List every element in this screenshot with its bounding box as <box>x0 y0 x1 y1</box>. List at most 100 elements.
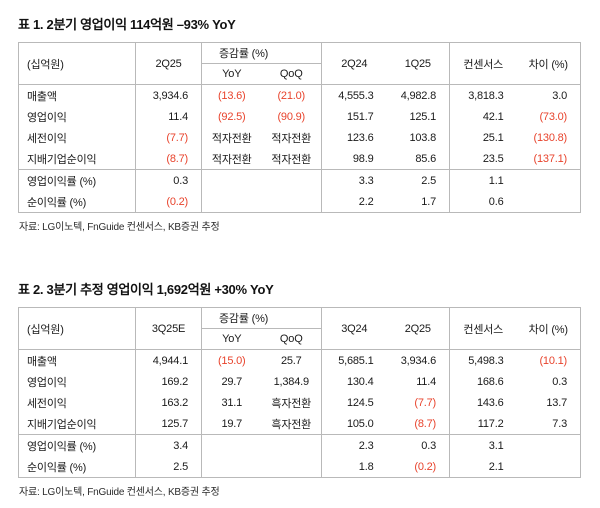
cell: 0.3 <box>552 375 567 388</box>
cell: 29.7 <box>201 371 262 392</box>
cell: 5,685.1 <box>321 349 387 371</box>
cell <box>261 434 322 456</box>
cell: (7.7) <box>414 396 436 409</box>
cell: (13.6) <box>201 84 262 106</box>
cell <box>201 456 262 478</box>
cell: 0.3 <box>135 169 202 191</box>
table-row: 지배기업순이익 125.7 19.7 흑자전환 105.0 (8.7) 117.… <box>19 413 581 435</box>
cell: 1.1 <box>449 169 517 191</box>
table-row: 영업이익률 (%) 0.3 3.3 2.5 1.1 <box>18 169 581 191</box>
cell: 25.1 <box>449 127 517 148</box>
cell: 2.2 <box>321 191 387 213</box>
cell: 143.6 <box>449 392 517 413</box>
cell: 4,944.1 <box>135 349 202 371</box>
cell: 130.4 <box>321 371 387 392</box>
table2-title: 표 2. 3분기 추정 영업이익 1,692억원 +30% YoY <box>18 282 274 297</box>
cell <box>516 169 581 191</box>
cell: 0.6 <box>449 191 517 213</box>
cell: 85.6 <box>415 152 436 165</box>
cell: (130.8) <box>533 131 568 144</box>
cell <box>516 434 581 456</box>
cell: 11.4 <box>135 106 202 127</box>
row-label: 매출액 <box>27 90 57 103</box>
cell: 흑자전환 <box>271 418 312 431</box>
cell: 2.3 <box>321 434 387 456</box>
col-header-2q25: 2Q25 <box>386 307 450 350</box>
table-row: 매출액 4,944.1 (15.0) 25.7 5,685.1 3,934.6 … <box>19 349 581 371</box>
unit-header: (십억원) <box>18 307 136 350</box>
row-label: 영업이익 <box>27 111 67 124</box>
cell: 98.9 <box>321 148 387 170</box>
row-label: 영업이익률 (%) <box>18 434 136 456</box>
cell: 1.8 <box>321 456 387 478</box>
col-header-diff: 차이 (%) <box>516 307 581 350</box>
cell <box>261 169 322 191</box>
cell: 105.0 <box>321 413 387 435</box>
table1-title: 표 1. 2분기 영업이익 114억원 –93% YoY <box>18 17 236 32</box>
row-label: 영업이익률 (%) <box>18 169 136 191</box>
cell: 103.8 <box>409 131 436 144</box>
cell: (0.2) <box>135 191 202 213</box>
table2-section: 표 2. 3분기 추정 영업이익 1,692억원 +30% YoY (십억원) … <box>18 279 581 498</box>
table-row: 지배기업순이익 (8.7) 적자전환 적자전환 98.9 85.6 23.5 (… <box>19 148 581 170</box>
cell: 163.2 <box>135 392 202 413</box>
table2: (십억원) 3Q25E 증감률 (%) 3Q24 2Q25 컨센서스 차이 (%… <box>18 307 581 478</box>
cell: 23.5 <box>449 148 517 170</box>
cell: 169.2 <box>135 371 202 392</box>
col-header-consensus: 컨센서스 <box>449 42 517 85</box>
cell <box>262 456 322 478</box>
table-row: 영업이익 169.2 29.7 1,384.9 130.4 11.4 168.6… <box>19 371 581 392</box>
col-header-2q25: 2Q25 <box>135 42 202 85</box>
cell: 11.4 <box>416 375 436 388</box>
cell: (92.5) <box>201 106 262 127</box>
cell: (7.7) <box>135 127 202 148</box>
col-header-2q24: 2Q24 <box>321 42 387 85</box>
cell: 125.7 <box>135 413 202 435</box>
cell <box>201 191 262 213</box>
header-row: (십억원) 2Q25 증감률 (%) 2Q24 1Q25 컨센서스 차이 (%) <box>18 42 581 85</box>
cell <box>201 169 262 191</box>
table-row: 세전이익 (7.7) 적자전환 적자전환 123.6 103.8 25.1 (1… <box>19 127 581 148</box>
cell: 적자전환 <box>271 153 312 166</box>
subheader-row: YoY QoQ <box>19 63 581 85</box>
cell: (8.7) <box>135 148 202 170</box>
cell <box>262 191 322 213</box>
cell: 2.1 <box>449 456 517 478</box>
cell: (15.0) <box>201 349 262 371</box>
cell: 168.6 <box>449 371 517 392</box>
cell: 적자전환 <box>201 127 262 148</box>
col-header-consensus: 컨센서스 <box>449 307 517 350</box>
table-row: 순이익률 (%) 2.5 1.8 (0.2) 2.1 <box>19 456 581 478</box>
subheader-row: YoY QoQ <box>19 328 581 350</box>
cell: 25.7 <box>280 354 302 367</box>
cell <box>517 456 581 478</box>
cell <box>201 434 262 456</box>
col-header-yoy: YoY <box>201 63 262 85</box>
row-label: 세전이익 <box>27 397 67 410</box>
row-label: 지배기업순이익 <box>27 153 97 166</box>
cell: 적자전환 <box>271 132 312 145</box>
row-label: 지배기업순이익 <box>27 418 97 431</box>
cell: 117.2 <box>449 413 517 435</box>
cell: 42.1 <box>449 106 517 127</box>
row-label: 매출액 <box>27 355 57 368</box>
table2-source: 자료: LG이노텍, FnGuide 컨센서스, KB증권 추정 <box>19 487 220 498</box>
cell: 3,934.6 <box>400 354 437 367</box>
table-row: 매출액 3,934.6 (13.6) (21.0) 4,555.3 4,982.… <box>19 84 581 106</box>
table1-section: 표 1. 2분기 영업이익 114억원 –93% YoY (십억원) 2Q25 … <box>18 14 581 233</box>
cell: 0.3 <box>386 434 450 456</box>
row-label: 세전이익 <box>27 132 67 145</box>
cell: (73.0) <box>539 110 567 123</box>
col-header-growth: 증감률 (%) <box>201 42 322 64</box>
cell: (10.1) <box>539 354 567 367</box>
cell: (137.1) <box>533 152 568 165</box>
cell: 123.6 <box>321 127 387 148</box>
col-header-1q25: 1Q25 <box>386 42 450 85</box>
col-header-qoq: QoQ <box>261 63 322 85</box>
row-label: 영업이익 <box>27 376 67 389</box>
table-row: 영업이익률 (%) 3.4 2.3 0.3 3.1 <box>18 434 581 456</box>
cell: 1,384.9 <box>273 375 310 388</box>
cell: (8.7) <box>414 417 436 430</box>
row-label: 순이익률 (%) <box>27 196 87 209</box>
cell: 151.7 <box>321 106 387 127</box>
